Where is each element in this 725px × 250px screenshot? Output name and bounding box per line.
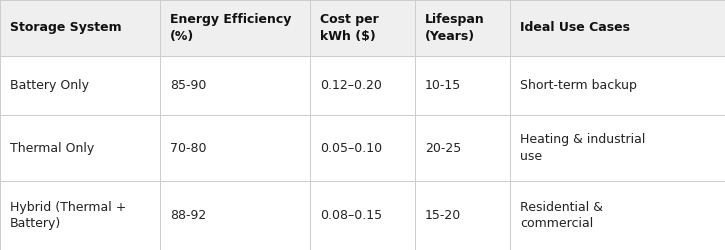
Text: Storage System: Storage System [10,22,122,35]
Text: 15-20: 15-20 [425,209,461,222]
Text: Ideal Use Cases: Ideal Use Cases [520,22,630,35]
Text: Thermal Only: Thermal Only [10,142,94,154]
Text: 0.05–0.10: 0.05–0.10 [320,142,382,154]
Bar [0,0,725,56]
Text: Cost per
kWh ($): Cost per kWh ($) [320,13,379,43]
Text: 0.12–0.20: 0.12–0.20 [320,79,382,92]
Text: Lifespan
(Years): Lifespan (Years) [425,13,485,43]
Text: Battery Only: Battery Only [10,79,89,92]
Text: Residential &
commercial: Residential & commercial [520,201,603,230]
Text: 10-15: 10-15 [425,79,461,92]
Text: 88-92: 88-92 [170,209,207,222]
Text: 85-90: 85-90 [170,79,207,92]
Text: Short-term backup: Short-term backup [520,79,637,92]
Bar [0,116,725,181]
Text: Hybrid (Thermal +
Battery): Hybrid (Thermal + Battery) [10,201,127,230]
Text: 0.08–0.15: 0.08–0.15 [320,209,382,222]
Bar [0,56,725,116]
Text: 20-25: 20-25 [425,142,461,154]
Text: Energy Efficiency
(%): Energy Efficiency (%) [170,13,291,43]
Bar [0,181,725,250]
Text: Heating & industrial
use: Heating & industrial use [520,133,645,163]
Text: 70-80: 70-80 [170,142,207,154]
